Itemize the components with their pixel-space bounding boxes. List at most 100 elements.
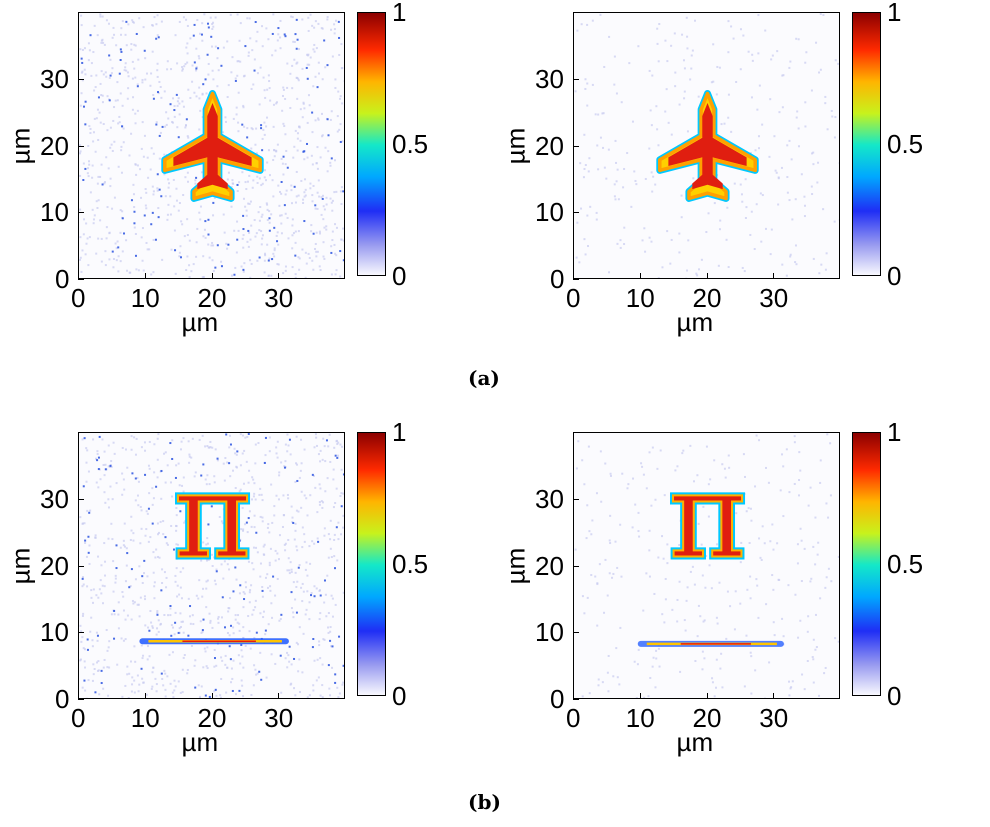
y-tick-mark [78, 145, 84, 147]
x-tick-label: 10 [130, 703, 160, 733]
x-tick-label: 30 [759, 703, 789, 733]
heatmap-frame [78, 12, 345, 279]
x-tick-label: 0 [71, 703, 86, 733]
noise-speckle [574, 13, 839, 278]
x-tick-mark [573, 273, 574, 279]
y-tick-label: 30 [40, 63, 69, 94]
x-tick-mark [278, 693, 280, 699]
x-tick-label: 0 [566, 283, 581, 313]
x-tick-mark [78, 273, 79, 279]
x-tick-mark [639, 273, 641, 279]
y-axis-label: µm [5, 127, 36, 164]
y-tick-mark [78, 279, 84, 280]
colorbar [357, 432, 386, 696]
x-axis-label: µm [676, 307, 714, 337]
y-tick-label: 30 [535, 63, 564, 94]
colorbar-tick-label: 1 [392, 417, 407, 447]
heatmap-image [79, 13, 344, 278]
x-tick-label: 30 [264, 703, 294, 733]
x-tick-mark [773, 693, 775, 699]
x-tick-mark [773, 273, 775, 279]
y-axis-label: µm [500, 547, 531, 584]
y-tick-mark [573, 145, 579, 147]
y-tick-label: 10 [535, 197, 564, 228]
x-tick-mark [144, 693, 146, 699]
y-tick-label: 20 [535, 550, 564, 581]
x-tick-label: 20 [692, 703, 722, 733]
colorbar-gradient [358, 13, 385, 275]
object-signal: ππ [139, 443, 289, 645]
colorbar-tick-label: 0 [392, 681, 407, 711]
object-signal: ππ [637, 443, 784, 647]
y-tick-label: 10 [535, 617, 564, 648]
x-tick-label: 20 [197, 283, 227, 313]
pi-shape: π [669, 446, 747, 584]
svg-text:π: π [669, 446, 747, 584]
x-tick-mark [706, 693, 708, 699]
colorbar-tick-label: 1 [887, 0, 902, 27]
y-axis-label: µm [500, 127, 531, 164]
y-tick-mark [78, 78, 84, 80]
y-tick-mark [573, 279, 579, 280]
colorbar-gradient [853, 433, 880, 695]
x-tick-label: 10 [130, 283, 160, 313]
svg-text:π: π [174, 446, 252, 584]
y-tick-mark [78, 565, 84, 567]
y-tick-mark [78, 632, 84, 634]
colorbar [357, 12, 386, 276]
x-tick-label: 20 [197, 703, 227, 733]
colorbar-tick-label: 0.5 [887, 129, 924, 159]
heatmap-image: ππ [574, 433, 839, 698]
y-tick-label: 0 [55, 264, 70, 294]
y-tick-mark [78, 498, 84, 500]
x-tick-mark [639, 693, 641, 699]
colorbar [852, 12, 881, 276]
x-tick-mark [706, 273, 708, 279]
x-axis-label: µm [181, 307, 219, 337]
y-tick-mark [78, 212, 84, 214]
object-signal [656, 90, 759, 202]
y-tick-label: 0 [550, 684, 565, 714]
y-tick-label: 20 [535, 130, 564, 161]
x-tick-label: 20 [692, 283, 722, 313]
y-tick-mark [573, 498, 579, 500]
y-tick-label: 30 [40, 483, 69, 514]
pi-shape: π [174, 446, 252, 584]
y-tick-label: 10 [40, 617, 69, 648]
heatmap-frame [573, 12, 840, 279]
colorbar-tick-label: 0.5 [392, 549, 429, 579]
y-axis-label: µm [5, 547, 36, 584]
y-tick-mark [573, 632, 579, 634]
x-tick-label: 10 [625, 703, 655, 733]
y-tick-mark [573, 699, 579, 700]
heatmap-image [574, 13, 839, 278]
colorbar-tick-label: 0 [392, 261, 407, 291]
y-tick-label: 0 [55, 684, 70, 714]
colorbar [852, 432, 881, 696]
x-axis-label: µm [181, 727, 219, 757]
x-tick-mark [573, 693, 574, 699]
colorbar-gradient [358, 433, 385, 695]
colorbar-tick-label: 0 [887, 681, 902, 711]
y-tick-label: 0 [550, 264, 565, 294]
panel-a-left: 0 10 20 30 0 10 20 30 µm µm 0 0.5 1 [0, 0, 495, 360]
y-tick-mark [573, 78, 579, 80]
colorbar-gradient [853, 13, 880, 275]
y-tick-label: 30 [535, 483, 564, 514]
x-tick-label: 0 [71, 283, 86, 313]
x-tick-label: 0 [566, 703, 581, 733]
noise-speckle [574, 433, 839, 698]
panel-a-right: 0 10 20 30 0 10 20 30 µm µm 0 0.5 1 [495, 0, 990, 360]
colorbar-tick-label: 0.5 [392, 129, 429, 159]
x-tick-mark [278, 273, 280, 279]
panel-b-left: π π 0 10 20 30 0 10 20 30 µm µm 0 0.5 1 [0, 417, 495, 780]
caption-b: (b) [468, 790, 501, 814]
x-tick-mark [211, 693, 213, 699]
heatmap-image: ππ [79, 433, 344, 698]
x-tick-label: 30 [264, 283, 294, 313]
noise-speckle [79, 433, 344, 698]
y-tick-label: 20 [40, 130, 69, 161]
colorbar-tick-label: 1 [392, 0, 407, 27]
colorbar-tick-label: 0.5 [887, 549, 924, 579]
